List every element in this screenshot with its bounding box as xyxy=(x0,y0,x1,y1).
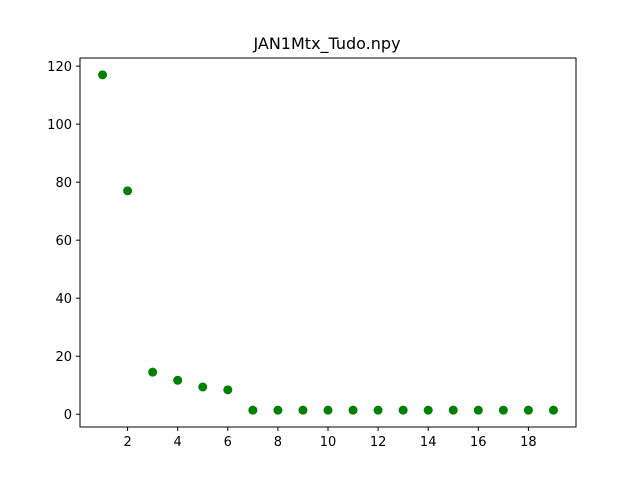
data-point xyxy=(323,405,333,415)
data-point xyxy=(223,385,233,395)
data-point xyxy=(398,405,408,415)
y-tick-label: 0 xyxy=(64,408,72,423)
data-point xyxy=(348,405,358,415)
data-point xyxy=(198,382,208,392)
data-point xyxy=(148,367,158,377)
data-points xyxy=(98,70,558,415)
x-tick-label: 10 xyxy=(320,435,337,450)
y-tick-label: 60 xyxy=(55,234,72,249)
data-point xyxy=(123,186,133,196)
data-point xyxy=(498,405,508,415)
x-axis: 2 4 6 8 10 12 14 16 18 xyxy=(123,427,537,450)
x-tick-label: 4 xyxy=(174,435,182,450)
data-point xyxy=(473,405,483,415)
plot-frame xyxy=(79,57,577,428)
data-point xyxy=(548,405,558,415)
data-point xyxy=(273,405,283,415)
data-point xyxy=(373,405,383,415)
y-tick-label: 100 xyxy=(47,118,72,133)
x-tick-label: 8 xyxy=(274,435,282,450)
x-tick-label: 6 xyxy=(224,435,232,450)
data-point xyxy=(448,405,458,415)
y-tick-label: 20 xyxy=(55,350,72,365)
x-tick-label: 18 xyxy=(520,435,537,450)
data-point xyxy=(523,405,533,415)
y-axis: 0 20 40 60 80 100 120 xyxy=(47,60,80,423)
y-tick-label: 80 xyxy=(55,176,72,191)
chart-title: JAN1Mtx_Tudo.npy xyxy=(252,34,400,54)
x-tick-label: 14 xyxy=(420,435,437,450)
data-point xyxy=(173,375,183,385)
x-tick-label: 2 xyxy=(123,435,131,450)
x-tick-label: 16 xyxy=(470,435,487,450)
data-point xyxy=(423,405,433,415)
data-point xyxy=(98,70,108,80)
y-tick-label: 120 xyxy=(47,60,72,75)
y-tick-label: 40 xyxy=(55,292,72,307)
x-tick-label: 12 xyxy=(370,435,387,450)
data-point xyxy=(298,405,308,415)
data-point xyxy=(248,405,258,415)
